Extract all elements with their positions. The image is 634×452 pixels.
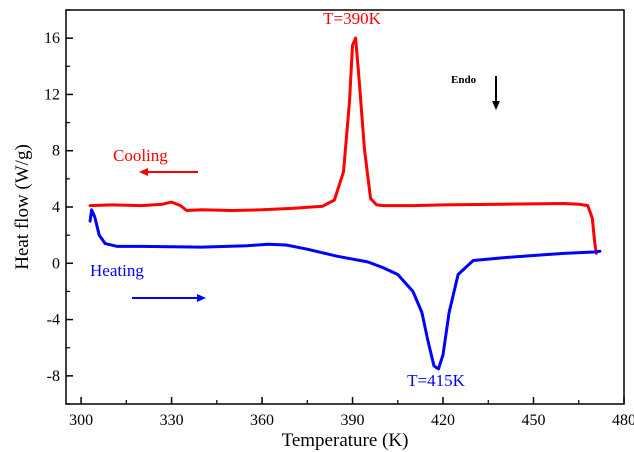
heating-peak-label: T=415K bbox=[407, 371, 465, 390]
y-tick-label: 0 bbox=[52, 255, 60, 272]
x-tick-label: 420 bbox=[431, 412, 455, 429]
cooling-arrowhead bbox=[139, 168, 148, 176]
x-axis-title: Temperature (K) bbox=[282, 430, 409, 451]
x-tick-label: 480 bbox=[612, 412, 634, 429]
y-tick-label: -8 bbox=[47, 368, 60, 385]
y-tick-label: -4 bbox=[47, 312, 60, 329]
data-lines bbox=[88, 36, 602, 371]
x-tick-label: 330 bbox=[160, 412, 184, 429]
x-tick-label: 450 bbox=[522, 412, 546, 429]
cooling-curve bbox=[88, 36, 598, 255]
cooling-peak-label: T=390K bbox=[323, 9, 381, 28]
x-tick-label: 300 bbox=[69, 412, 93, 429]
cooling-label: Cooling bbox=[113, 146, 168, 165]
y-tick-label: 8 bbox=[52, 143, 60, 160]
plot-frame bbox=[65, 9, 625, 405]
y-tick-label: 4 bbox=[52, 199, 60, 216]
heating-arrowhead bbox=[197, 294, 206, 302]
endo-arrowhead bbox=[492, 101, 500, 110]
endo-label: Endo bbox=[451, 74, 477, 86]
heating-curve bbox=[88, 208, 602, 371]
x-tick-label: 390 bbox=[341, 412, 365, 429]
y-tick-label: 12 bbox=[44, 86, 60, 103]
tick-labels: 300 330 360 390 420 450 480 -8 -4 0 4 8 12 16 bbox=[44, 30, 634, 429]
x-tick-label: 360 bbox=[250, 412, 274, 429]
axis-ticks bbox=[66, 9, 625, 405]
y-axis-title: Heat flow (W/g) bbox=[12, 144, 33, 270]
heating-label: Heating bbox=[90, 261, 144, 280]
y-tick-label: 16 bbox=[44, 30, 60, 47]
